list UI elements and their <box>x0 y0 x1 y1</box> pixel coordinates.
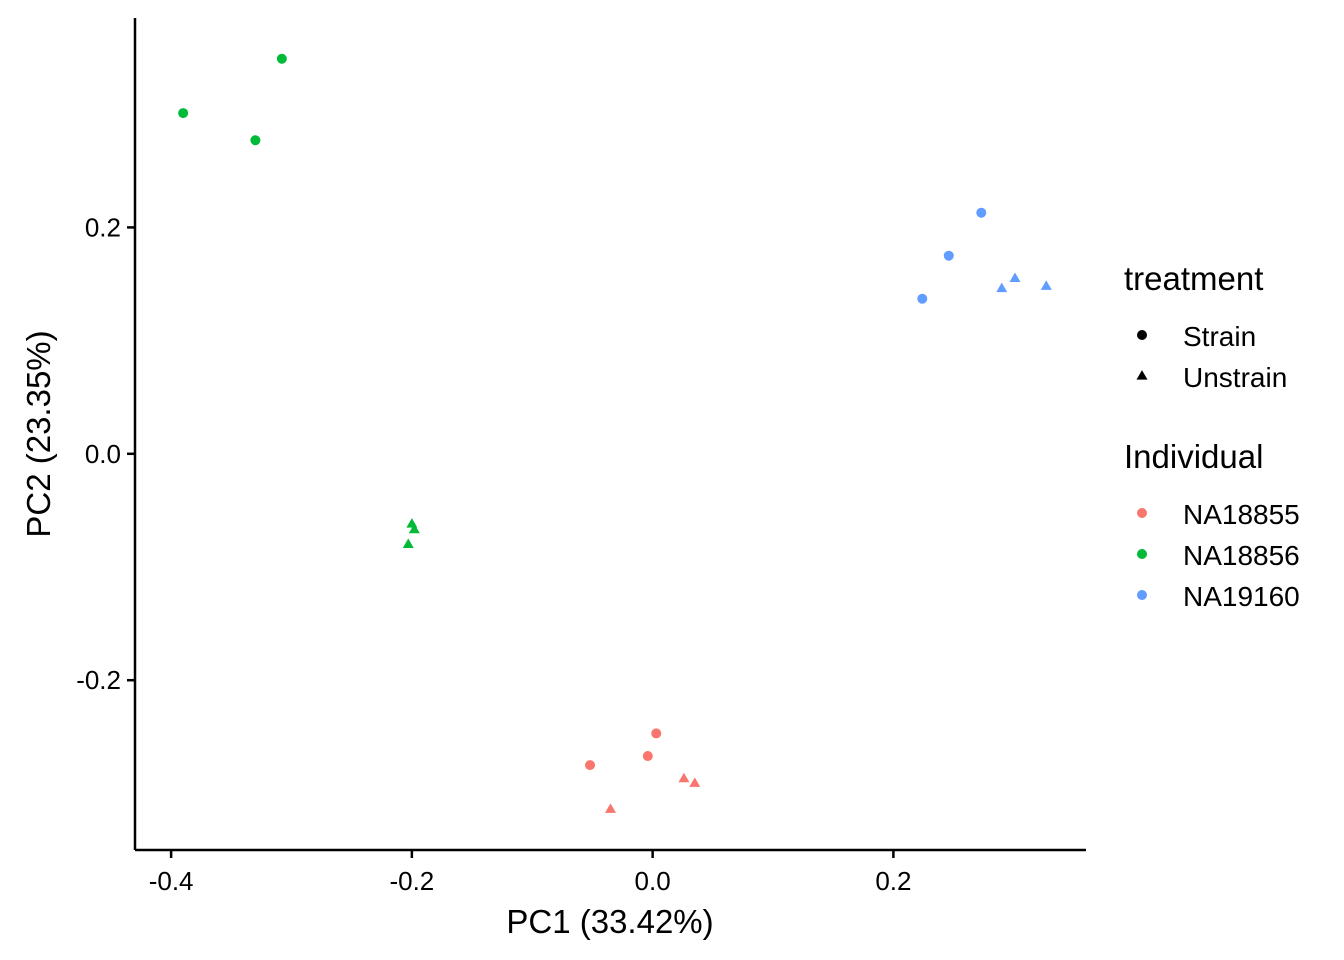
legend-key <box>1137 549 1147 559</box>
y-tick-label: -0.2 <box>76 665 121 695</box>
legend-label: Strain <box>1183 321 1256 352</box>
data-point <box>678 772 690 783</box>
legend-key <box>1137 590 1147 600</box>
data-point <box>408 523 420 534</box>
legend: treatment Strain Unstrain Individual NA18855… <box>1124 260 1300 612</box>
x-tick-label: 0.2 <box>875 866 911 896</box>
legend-key <box>1136 370 1148 380</box>
data-point <box>585 760 596 771</box>
legend-label: Unstrain <box>1183 362 1287 393</box>
data-point <box>178 108 189 119</box>
data-point <box>917 293 928 304</box>
data-point <box>642 751 653 762</box>
y-ticks: -0.2 0.0 0.2 <box>76 212 135 695</box>
x-axis-title: PC1 (33.42%) <box>506 903 713 940</box>
x-tick-label: -0.4 <box>149 866 194 896</box>
data-point <box>1040 280 1052 290</box>
legend-key <box>1137 508 1147 518</box>
legend-label: NA19160 <box>1183 581 1300 612</box>
y-axis-title: PC2 (23.35%) <box>20 330 57 537</box>
data-point <box>402 538 414 548</box>
legend-title: Individual <box>1124 438 1263 475</box>
data-point <box>605 803 616 813</box>
x-ticks: -0.4 -0.2 0.0 0.2 <box>149 850 911 896</box>
legend-key <box>1137 330 1147 340</box>
data-point <box>651 728 662 739</box>
data-point <box>976 207 987 218</box>
data-point <box>996 282 1008 293</box>
x-tick-label: -0.2 <box>389 866 434 896</box>
x-tick-label: 0.0 <box>635 866 671 896</box>
data-point <box>276 53 287 64</box>
y-tick-label: 0.0 <box>85 439 121 469</box>
data-point <box>406 518 418 528</box>
legend-label: NA18856 <box>1183 540 1300 571</box>
data-point <box>1009 272 1021 282</box>
data-point <box>250 135 261 146</box>
data-point <box>689 777 701 787</box>
legend-title: treatment <box>1124 260 1263 297</box>
legend-label: NA18855 <box>1183 499 1300 530</box>
y-tick-label: 0.2 <box>85 212 121 242</box>
points-layer <box>178 53 1052 813</box>
data-point <box>943 250 954 261</box>
